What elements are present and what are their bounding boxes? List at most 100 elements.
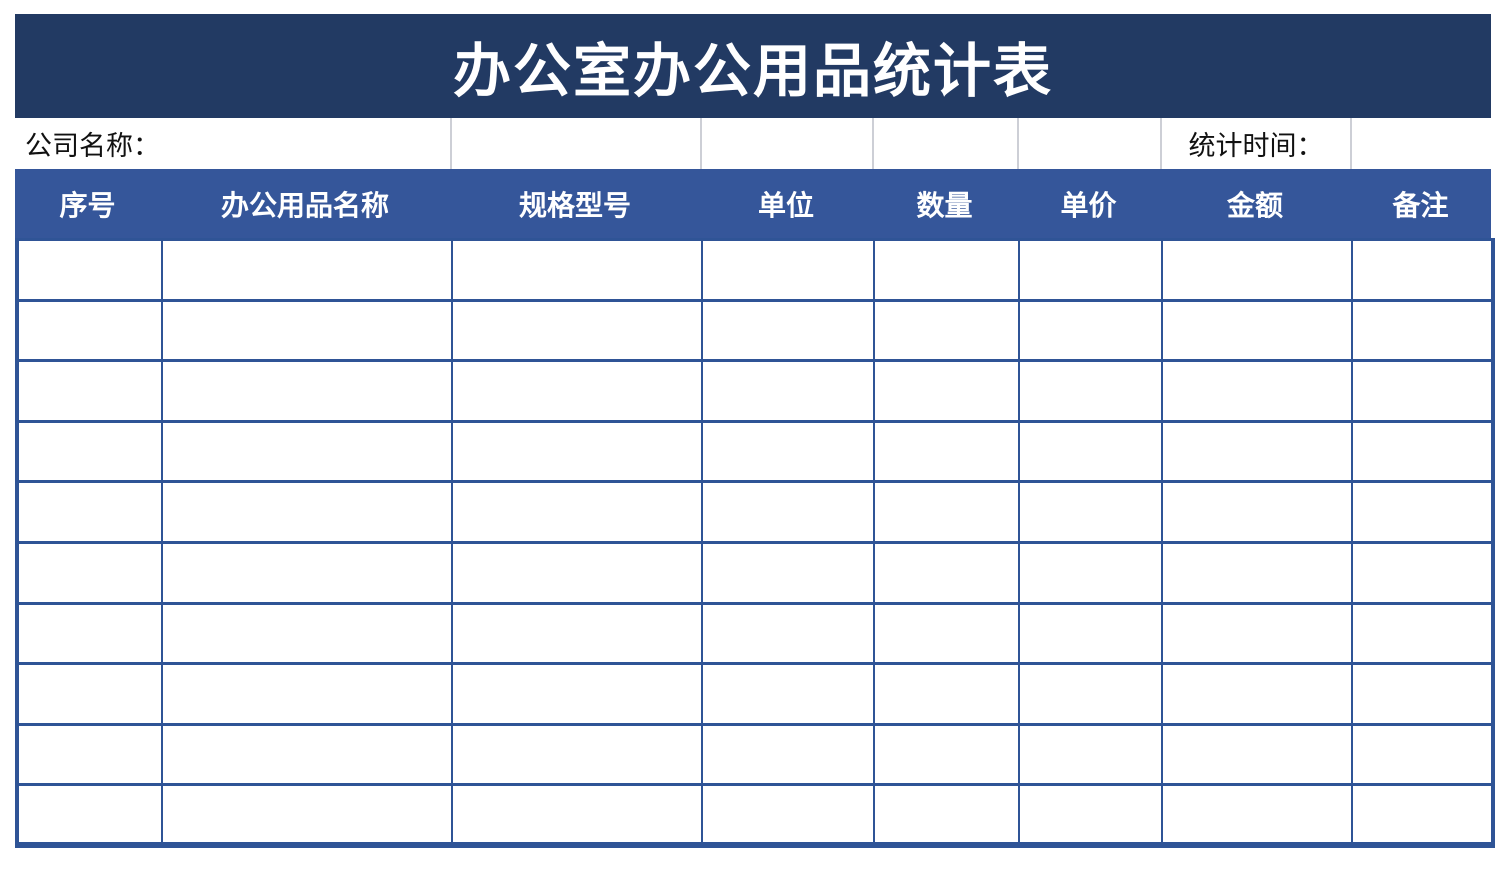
body-cell[interactable] <box>1351 662 1494 726</box>
body-cell[interactable] <box>16 662 163 726</box>
body-cell[interactable] <box>1161 540 1353 605</box>
body-cell[interactable] <box>161 722 453 787</box>
info-blank-cell[interactable] <box>450 118 700 169</box>
body-cell[interactable] <box>1161 298 1353 363</box>
table-row <box>16 419 1494 484</box>
body-cell[interactable] <box>16 722 163 787</box>
body-cell[interactable] <box>16 359 163 423</box>
body-cell[interactable] <box>701 540 875 605</box>
body-cell[interactable] <box>873 238 1020 302</box>
stats-time-cell[interactable]: 统计时间： <box>1160 118 1350 169</box>
body-cell[interactable] <box>1018 783 1163 847</box>
stats-time-value-cell[interactable] <box>1350 118 1491 169</box>
body-cell[interactable] <box>1161 359 1353 423</box>
table-row <box>16 662 1494 726</box>
body-cell[interactable] <box>1351 722 1494 787</box>
page-title: 办公室办公用品统计表 <box>452 39 1053 104</box>
body-cell[interactable] <box>161 480 453 544</box>
body-cell[interactable] <box>1351 540 1494 605</box>
body-rows <box>16 238 1494 847</box>
body-cell[interactable] <box>873 298 1020 363</box>
body-cell[interactable] <box>1161 238 1353 302</box>
body-cell[interactable] <box>873 540 1020 605</box>
body-cell[interactable] <box>161 419 453 484</box>
body-cell[interactable] <box>1351 783 1494 847</box>
body-cell[interactable] <box>1351 298 1494 363</box>
body-cell[interactable] <box>451 238 703 302</box>
body-cell[interactable] <box>701 722 875 787</box>
body-cell[interactable] <box>1018 540 1163 605</box>
body-cell[interactable] <box>161 662 453 726</box>
body-cell[interactable] <box>1351 419 1494 484</box>
body-cell[interactable] <box>451 601 703 666</box>
body-cell[interactable] <box>1161 601 1353 666</box>
body-cell[interactable] <box>873 601 1020 666</box>
body-cell[interactable] <box>701 480 875 544</box>
body-cell[interactable] <box>873 662 1020 726</box>
body-cell[interactable] <box>1161 722 1353 787</box>
body-cell[interactable] <box>1018 480 1163 544</box>
body-cell[interactable] <box>16 238 163 302</box>
body-cell[interactable] <box>16 419 163 484</box>
body-cell[interactable] <box>16 540 163 605</box>
company-name-cell[interactable]: 公司名称： <box>15 118 450 169</box>
body-cell[interactable] <box>701 601 875 666</box>
body-cell[interactable] <box>701 419 875 484</box>
body-cell[interactable] <box>451 419 703 484</box>
table-row <box>16 722 1494 787</box>
body-cell[interactable] <box>1351 480 1494 544</box>
body-cell[interactable] <box>16 783 163 847</box>
body-cell[interactable] <box>451 540 703 605</box>
body-cell[interactable] <box>161 359 453 423</box>
body-cell[interactable] <box>451 359 703 423</box>
body-cell[interactable] <box>1351 238 1494 302</box>
body-cell[interactable] <box>161 601 453 666</box>
body-cell[interactable] <box>1161 783 1353 847</box>
body-cell[interactable] <box>1351 359 1494 423</box>
info-blank-cell[interactable] <box>1017 118 1160 169</box>
body-cell[interactable] <box>161 238 453 302</box>
body-cell[interactable] <box>161 783 453 847</box>
body-cell[interactable] <box>1018 359 1163 423</box>
body-cell[interactable] <box>1161 662 1353 726</box>
info-blank-cell[interactable] <box>872 118 1017 169</box>
body-cell[interactable] <box>873 722 1020 787</box>
body-cell[interactable] <box>161 540 453 605</box>
info-blank-cell[interactable] <box>700 118 872 169</box>
body-cell[interactable] <box>16 298 163 363</box>
body-cell[interactable] <box>873 359 1020 423</box>
title-bar: 办公室办公用品统计表 <box>15 14 1491 118</box>
body-cell[interactable] <box>16 601 163 666</box>
body-cell[interactable] <box>1018 238 1163 302</box>
company-name-label: 公司名称： <box>25 131 160 161</box>
body-cell[interactable] <box>873 480 1020 544</box>
body-cell[interactable] <box>451 783 703 847</box>
info-row: 公司名称： 统计时间： <box>15 118 1491 169</box>
body-cell[interactable] <box>1018 298 1163 363</box>
header-cell-1: 序号 <box>59 189 116 221</box>
body-cell[interactable] <box>873 419 1020 484</box>
body-cell[interactable] <box>1351 601 1494 666</box>
body-cell[interactable] <box>701 298 875 363</box>
body-cell[interactable] <box>701 662 875 726</box>
body-cell[interactable] <box>451 722 703 787</box>
body-cell[interactable] <box>16 480 163 544</box>
body-table <box>15 238 1495 849</box>
body-cell[interactable] <box>451 480 703 544</box>
body-cell[interactable] <box>701 238 875 302</box>
body-cell[interactable] <box>1018 662 1163 726</box>
body-cell[interactable] <box>701 359 875 423</box>
table-row <box>16 601 1494 666</box>
table-row <box>16 783 1494 847</box>
body-cell[interactable] <box>1018 722 1163 787</box>
body-cell[interactable] <box>1018 601 1163 666</box>
body-cell[interactable] <box>451 662 703 726</box>
column-header-row: 序号 办公用品名称 规格型号 单位 数量 单价 金额 备注 <box>15 169 1491 238</box>
body-cell[interactable] <box>1018 419 1163 484</box>
body-cell[interactable] <box>451 298 703 363</box>
body-cell[interactable] <box>701 783 875 847</box>
body-cell[interactable] <box>1161 480 1353 544</box>
body-cell[interactable] <box>161 298 453 363</box>
body-cell[interactable] <box>873 783 1020 847</box>
body-cell[interactable] <box>1161 419 1353 484</box>
